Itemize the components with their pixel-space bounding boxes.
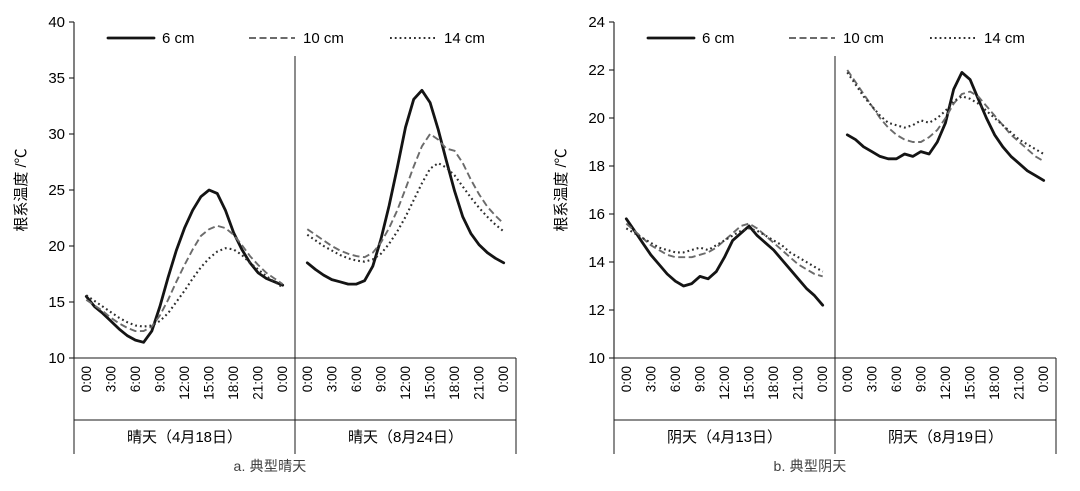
- panel-caption: 晴天（4月18日）: [127, 429, 242, 446]
- series-line-10cm: [85, 224, 284, 333]
- chart-a-sunny-days: 10 15 20 25 30 35 40 根系温度 /℃ 0:00 3:00 6:00 9:00 12:…: [13, 14, 517, 454]
- x-tick-label: 3:00: [324, 366, 339, 392]
- y-tick-label: 10: [48, 350, 65, 367]
- x-tick-label: 12:00: [717, 366, 732, 400]
- series-line-6cm: [624, 217, 825, 307]
- x-tick-label: 18:00: [226, 366, 241, 400]
- figure-root: 10 15 20 25 30 35 40 根系温度 /℃ 0:00 3:00 6:00 9:00 12:…: [0, 6, 1080, 476]
- y-tick-label: 10: [588, 350, 605, 367]
- x-tick-label: 12:00: [398, 366, 413, 400]
- panel-caption: 阴天（8月19日）: [888, 429, 1003, 446]
- chart-a-caption: a. 典型晴天: [233, 458, 307, 474]
- panel-caption: 晴天（8月24日）: [348, 429, 463, 446]
- y-tick-label: 40: [48, 14, 65, 31]
- x-tick-label: 9:00: [913, 366, 928, 392]
- x-tick-label: 9:00: [692, 366, 707, 392]
- y-tick-label: 18: [588, 158, 605, 175]
- legend-label: 10 cm: [303, 30, 344, 47]
- x-tick-label: 0:00: [79, 366, 94, 392]
- x-tick-label: 0:00: [619, 366, 634, 392]
- x-tick-label: 18:00: [447, 366, 462, 400]
- y-tick-label: 16: [588, 206, 605, 223]
- y-tick-label: 35: [48, 70, 65, 87]
- x-tick-label: 12:00: [938, 366, 953, 400]
- x-tick-label: 15:00: [963, 366, 978, 400]
- y-tick-label: 15: [48, 294, 65, 311]
- series-line-14cm: [625, 227, 824, 273]
- x-tick-label: 15:00: [423, 366, 438, 400]
- x-tick-label: 21:00: [791, 366, 806, 400]
- y-tick-label: 24: [588, 14, 605, 31]
- chart-b-cloudy-days: 10 12 14 16 18 20 22 24 根系温度 /℃ 0:00 3:00 6:00 9:00 1…: [553, 14, 1057, 454]
- series-line-14cm: [306, 162, 505, 263]
- y-tick-label: 25: [48, 182, 65, 199]
- x-tick-label: 3:00: [103, 366, 118, 392]
- x-tick-label: 6:00: [128, 366, 143, 392]
- legend-label: 10 cm: [843, 30, 884, 47]
- chart-b-block: 10 12 14 16 18 20 22 24 根系温度 /℃ 0:00 3:00 6:00 9:00 1…: [540, 6, 1080, 476]
- series-line-10cm: [846, 69, 1045, 163]
- x-tick-label: 12:00: [177, 366, 192, 400]
- x-tick-label: 0:00: [840, 366, 855, 392]
- x-tick-label: 0:00: [815, 366, 830, 392]
- x-tick-label: 0:00: [275, 366, 290, 392]
- chart-a-block: 10 15 20 25 30 35 40 根系温度 /℃ 0:00 3:00 6:00 9:00 12:…: [0, 6, 540, 476]
- legend-label: 6 cm: [162, 30, 195, 47]
- x-tick-label: 0:00: [300, 366, 315, 392]
- x-tick-label: 3:00: [643, 366, 658, 392]
- y-tick-label: 20: [48, 238, 65, 255]
- y-axis-title: 根系温度 /℃: [13, 148, 30, 231]
- y-tick-label: 14: [588, 254, 605, 271]
- y-tick-label: 30: [48, 126, 65, 143]
- legend-label: 6 cm: [702, 30, 735, 47]
- series-line-14cm: [85, 247, 284, 328]
- x-tick-label: 9:00: [373, 366, 388, 392]
- x-tick-label: 21:00: [251, 366, 266, 400]
- x-tick-label: 15:00: [742, 366, 757, 400]
- x-tick-label: 6:00: [668, 366, 683, 392]
- x-tick-label: 0:00: [496, 366, 511, 392]
- x-tick-label: 3:00: [864, 366, 879, 392]
- panel-caption: 阴天（4月13日）: [667, 429, 782, 446]
- y-tick-label: 12: [588, 302, 605, 319]
- y-axis-title: 根系温度 /℃: [553, 148, 570, 231]
- x-tick-label: 18:00: [766, 366, 781, 400]
- x-tick-label: 6:00: [349, 366, 364, 392]
- x-tick-label: 0:00: [1036, 366, 1051, 392]
- x-tick-label: 15:00: [202, 366, 217, 400]
- series-line-6cm: [305, 88, 506, 286]
- series-line-6cm: [845, 71, 1046, 182]
- chart-b-caption: b. 典型阴天: [773, 458, 847, 474]
- legend-label: 14 cm: [444, 30, 485, 47]
- y-tick-label: 20: [588, 110, 605, 127]
- x-tick-label: 18:00: [987, 366, 1002, 400]
- x-tick-label: 21:00: [472, 366, 487, 400]
- x-tick-label: 21:00: [1012, 366, 1027, 400]
- x-tick-label: 6:00: [889, 366, 904, 392]
- y-tick-label: 22: [588, 62, 605, 79]
- series-line-14cm: [846, 71, 1045, 155]
- x-tick-label: 9:00: [152, 366, 167, 392]
- legend-label: 14 cm: [984, 30, 1025, 47]
- series-line-10cm: [625, 222, 823, 278]
